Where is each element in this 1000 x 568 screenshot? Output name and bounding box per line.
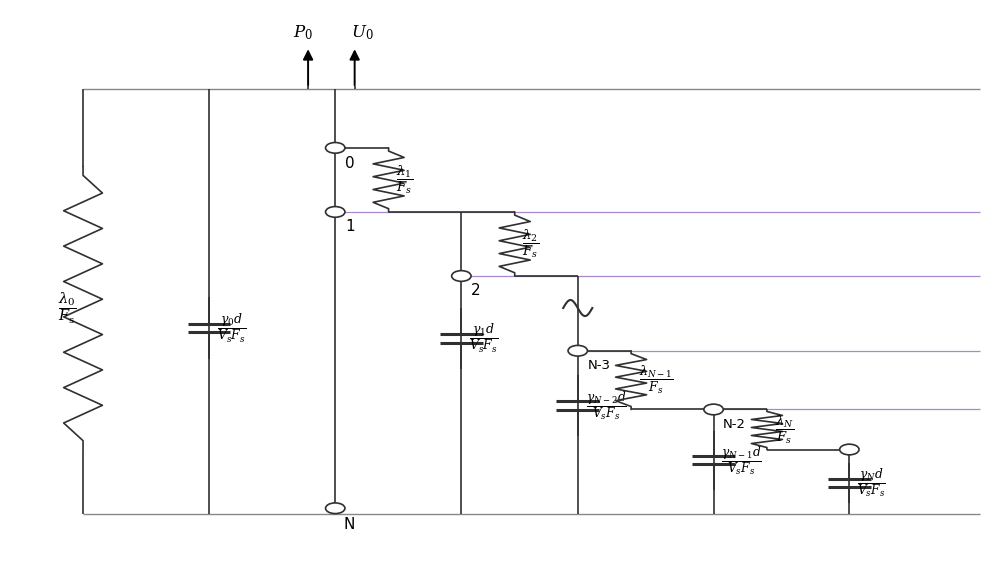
- Text: $U_0$: $U_0$: [351, 23, 374, 42]
- Text: $\dfrac{\gamma_0 d}{V_s F_s}$: $\dfrac{\gamma_0 d}{V_s F_s}$: [217, 311, 246, 345]
- Text: $\dfrac{\lambda_0}{F_{\rm s}}$: $\dfrac{\lambda_0}{F_{\rm s}}$: [58, 290, 76, 325]
- Text: $\dfrac{\gamma_{N-1} d}{V_s F_s}$: $\dfrac{\gamma_{N-1} d}{V_s F_s}$: [721, 444, 762, 477]
- Text: $\dfrac{\gamma_1 d}{V_s F_s}$: $\dfrac{\gamma_1 d}{V_s F_s}$: [469, 322, 498, 355]
- Text: $\dfrac{\lambda_N}{F_s}$: $\dfrac{\lambda_N}{F_s}$: [775, 414, 794, 446]
- Text: $P_0$: $P_0$: [293, 23, 313, 42]
- Text: N-2: N-2: [723, 418, 746, 431]
- Circle shape: [568, 345, 587, 356]
- Circle shape: [326, 207, 345, 217]
- Text: 1: 1: [345, 219, 355, 235]
- Text: N: N: [343, 517, 354, 532]
- Text: $\dfrac{\lambda_2}{F_s}$: $\dfrac{\lambda_2}{F_s}$: [522, 228, 540, 260]
- Circle shape: [704, 404, 723, 415]
- Circle shape: [326, 143, 345, 153]
- Text: N-3: N-3: [587, 359, 610, 372]
- Text: $\dfrac{\lambda_1}{F_s}$: $\dfrac{\lambda_1}{F_s}$: [396, 164, 413, 196]
- Text: $\dfrac{\gamma_{N-2} d}{V_s F_s}$: $\dfrac{\gamma_{N-2} d}{V_s F_s}$: [586, 389, 626, 422]
- Circle shape: [452, 270, 471, 281]
- Text: $\dfrac{\lambda_{N-1}}{F_s}$: $\dfrac{\lambda_{N-1}}{F_s}$: [639, 364, 673, 396]
- Circle shape: [840, 444, 859, 455]
- Text: 0: 0: [345, 156, 355, 172]
- Circle shape: [326, 503, 345, 513]
- Text: $\dfrac{\gamma_N d}{V_s F_s}$: $\dfrac{\gamma_N d}{V_s F_s}$: [857, 466, 886, 499]
- Text: 2: 2: [471, 283, 481, 298]
